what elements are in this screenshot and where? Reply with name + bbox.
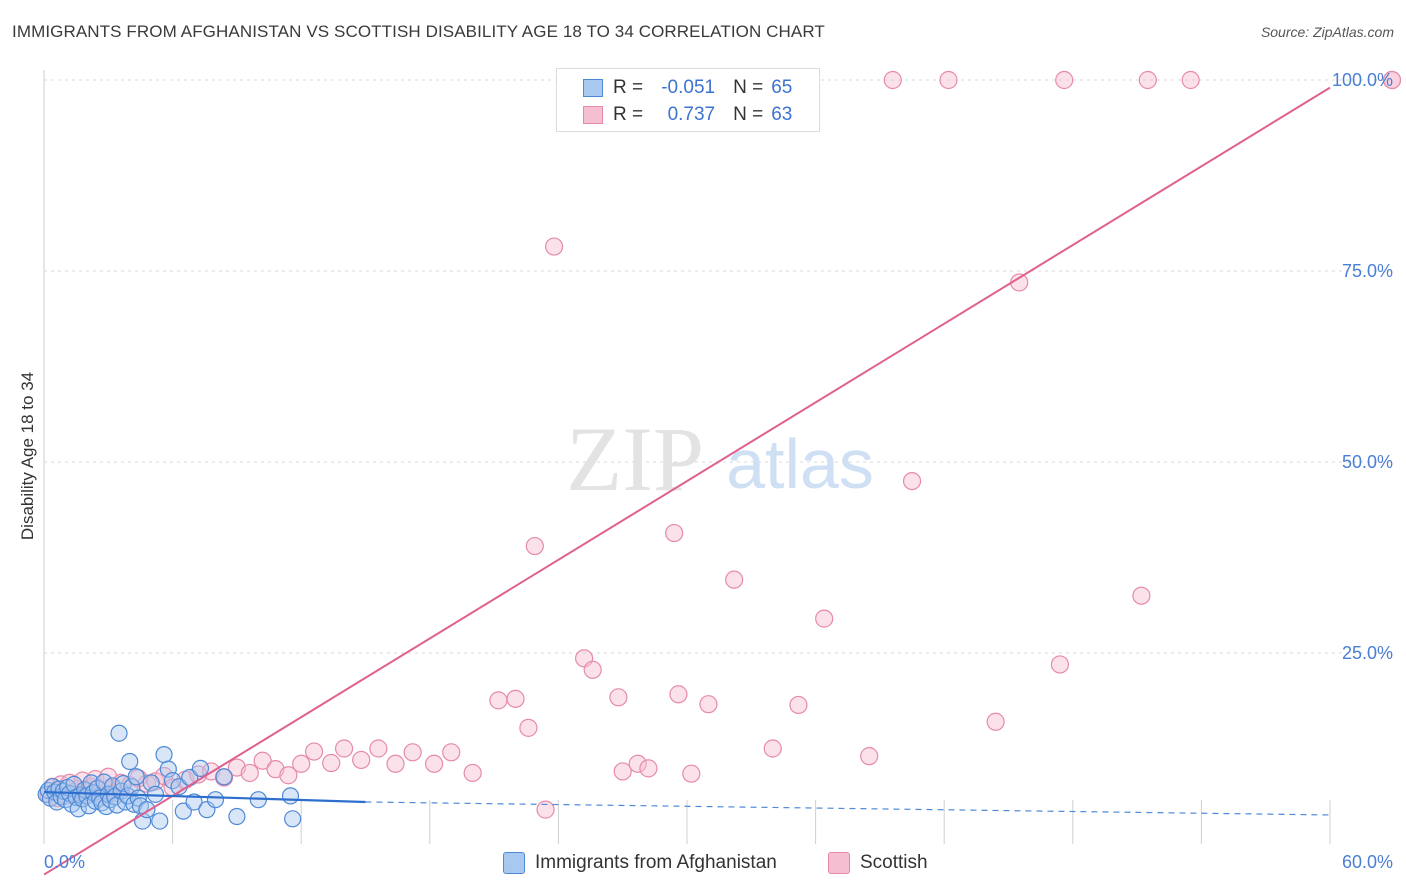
afghanistan-point xyxy=(281,787,300,805)
legend-swatch-pink xyxy=(828,852,850,874)
legend-item-afghanistan[interactable]: Immigrants from Afghanistan xyxy=(503,852,777,874)
x-tick-labels: 0.0% 60.0% xyxy=(44,852,1393,872)
y-tick-label: 50.0% xyxy=(1342,452,1393,472)
x-axis-ticks xyxy=(43,800,1331,844)
legend-row-afghanistan: R = -0.051 N = 65 xyxy=(557,74,792,101)
afghanistan-point xyxy=(127,768,145,786)
scottish-point xyxy=(545,237,564,256)
source-label: Source: ZipAtlas.com xyxy=(1260,24,1394,40)
scottish-point xyxy=(506,689,525,708)
scottish-point xyxy=(489,691,508,710)
watermark-atlas: atlas xyxy=(726,425,874,503)
afghanistan-point xyxy=(185,793,203,811)
watermark-zip: ZIP xyxy=(566,408,704,510)
scottish-point xyxy=(883,70,902,90)
scottish-point xyxy=(386,754,405,773)
scottish-point xyxy=(902,472,922,491)
scottish-point xyxy=(583,660,602,679)
scottish-point xyxy=(725,570,744,589)
afghanistan-point xyxy=(121,752,139,771)
afghanistan-point xyxy=(110,724,128,742)
legend-swatch-pink xyxy=(583,105,603,124)
scottish-point xyxy=(815,609,834,628)
scottish-point xyxy=(279,766,298,785)
afghanistan-point xyxy=(206,791,225,809)
afghanistan-point xyxy=(155,746,173,764)
scottish-point xyxy=(525,536,544,556)
legend-n-label: N = xyxy=(733,103,764,125)
scottish-point xyxy=(860,747,879,766)
legend-swatch-blue xyxy=(583,78,603,97)
afghanistan-point xyxy=(215,768,233,786)
legend-r-value: 0.737 xyxy=(667,103,716,125)
afghanistan-point xyxy=(228,807,246,826)
x-tick-label: 60.0% xyxy=(1342,852,1393,872)
scottish-point xyxy=(639,759,658,778)
scottish-point xyxy=(665,523,684,543)
scottish-point xyxy=(699,695,718,714)
watermark: ZIP atlas xyxy=(566,408,874,510)
scottish-point xyxy=(613,762,632,781)
scottish-point xyxy=(1055,70,1074,90)
scottish-point xyxy=(986,712,1005,731)
grid-lines xyxy=(43,70,1392,844)
scottish-point xyxy=(1050,655,1070,674)
afghanistan-trend-extension xyxy=(365,801,1331,816)
scottish-point xyxy=(240,763,259,783)
scottish-point xyxy=(403,743,422,762)
legend-label-afghanistan: Immigrants from Afghanistan xyxy=(535,852,777,873)
scottish-point xyxy=(1382,70,1402,90)
legend-n-label: N = xyxy=(733,76,764,98)
legend-n-value: 65 xyxy=(771,76,793,98)
legend-n-value: 63 xyxy=(771,103,793,125)
scottish-point xyxy=(789,695,808,715)
y-tick-label: 75.0% xyxy=(1342,261,1393,281)
scottish-point xyxy=(304,742,324,761)
scottish-point xyxy=(939,70,958,90)
series-legend: Immigrants from Afghanistan Scottish xyxy=(0,852,1406,876)
scottish-point xyxy=(463,763,482,783)
trend-lines xyxy=(43,86,1331,876)
afghanistan-trend-line xyxy=(43,790,366,804)
legend-item-scottish[interactable]: Scottish xyxy=(828,852,928,874)
scottish-point xyxy=(763,739,782,758)
scottish-point xyxy=(292,754,311,773)
scottish-point xyxy=(1138,70,1157,90)
legend-row-scottish: R = 0.737 N = 63 xyxy=(557,101,792,128)
scottish-point xyxy=(682,764,701,783)
scottish-point xyxy=(334,739,354,758)
afghanistan-point xyxy=(284,810,302,828)
scottish-point xyxy=(322,753,341,773)
chart-title: IMMIGRANTS FROM AFGHANISTAN VS SCOTTISH … xyxy=(12,22,825,41)
afghanistan-point xyxy=(69,800,87,818)
legend-swatch-blue xyxy=(503,852,525,874)
scottish-point xyxy=(1132,586,1151,605)
legend-r-label: R = xyxy=(613,76,644,98)
legend-r-label: R = xyxy=(613,103,644,125)
scottish-point xyxy=(1181,70,1200,90)
scottish-point xyxy=(536,800,555,819)
scottish-point xyxy=(609,688,628,707)
scottish-trend-line xyxy=(43,86,1331,876)
correlation-legend: R = -0.051 N = 65 R = 0.737 N = 63 xyxy=(556,68,820,132)
scottish-point xyxy=(253,751,272,770)
scottish-point xyxy=(519,718,538,737)
afghanistan-point xyxy=(164,771,182,790)
x-tick-label: 0.0% xyxy=(44,852,85,872)
legend-r-value: -0.051 xyxy=(661,76,716,98)
scottish-point xyxy=(669,685,688,704)
afghanistan-point xyxy=(151,812,169,830)
scottish-point xyxy=(369,739,388,758)
scottish-point xyxy=(628,754,647,773)
scottish-point xyxy=(352,750,371,770)
legend-label-scottish: Scottish xyxy=(860,852,928,873)
y-tick-label: 25.0% xyxy=(1342,643,1393,663)
scottish-points xyxy=(39,70,1402,819)
scottish-point xyxy=(442,743,461,762)
scottish-point xyxy=(424,754,444,773)
y-tick-label: 100.0% xyxy=(1332,70,1393,90)
y-tick-labels: 25.0% 50.0% 75.0% 100.0% xyxy=(1332,70,1393,663)
afghanistan-point xyxy=(191,759,210,777)
